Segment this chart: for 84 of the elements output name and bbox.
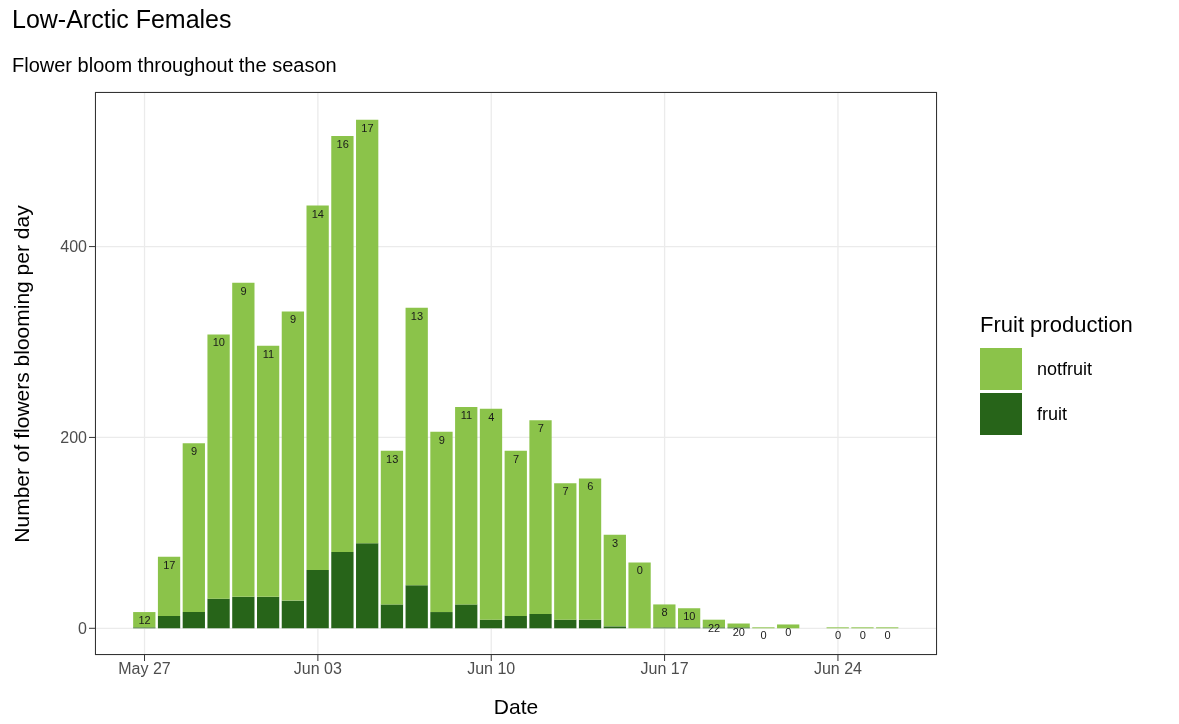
annotation: 7 bbox=[512, 452, 520, 465]
annotation: 10 bbox=[212, 336, 225, 349]
annotation: 9 bbox=[191, 445, 198, 458]
bar bbox=[777, 624, 800, 629]
annotation: 7 bbox=[562, 485, 569, 498]
bar bbox=[281, 311, 305, 601]
annotation: 0 bbox=[834, 629, 841, 642]
bar bbox=[578, 478, 602, 620]
annotation: 13 bbox=[410, 309, 424, 322]
bar bbox=[529, 613, 552, 629]
x-tick-label: Jun 17 bbox=[640, 660, 689, 678]
annotation: 0 bbox=[859, 629, 866, 642]
bar bbox=[306, 570, 329, 629]
bar bbox=[182, 612, 205, 629]
bar bbox=[628, 562, 651, 629]
bar bbox=[603, 534, 626, 627]
bar bbox=[479, 408, 503, 620]
bar bbox=[380, 450, 404, 605]
bar bbox=[331, 135, 354, 552]
bar bbox=[232, 596, 255, 629]
y-tick-label: 200 bbox=[60, 429, 88, 447]
bar bbox=[653, 604, 676, 628]
bar bbox=[380, 604, 404, 629]
x-tick-label: Jun 24 bbox=[813, 660, 863, 678]
bar bbox=[504, 615, 527, 629]
bar bbox=[157, 615, 181, 629]
bar bbox=[356, 119, 379, 544]
bar bbox=[554, 483, 577, 620]
y-tick-label: 400 bbox=[60, 238, 88, 256]
annotation: 11 bbox=[460, 408, 473, 421]
x-axis-title: Date bbox=[492, 695, 540, 719]
annotation: 0 bbox=[884, 629, 891, 642]
chart-subtitle: Flower bloom throughout the season bbox=[12, 54, 337, 77]
annotation: 9 bbox=[240, 284, 247, 297]
bar bbox=[331, 551, 354, 629]
bar bbox=[182, 443, 205, 613]
bar bbox=[455, 604, 478, 629]
annotation: 0 bbox=[760, 629, 767, 642]
bar bbox=[405, 585, 428, 629]
legend-label: notfruit bbox=[1037, 358, 1093, 380]
annotation: 10 bbox=[683, 610, 696, 623]
bar bbox=[430, 431, 453, 613]
legend-title: Fruit production bbox=[980, 312, 1133, 338]
annotation: 17 bbox=[163, 558, 176, 571]
bar bbox=[157, 556, 181, 616]
bar bbox=[405, 307, 428, 586]
x-tick-label: Jun 10 bbox=[467, 660, 516, 678]
bar bbox=[256, 345, 280, 597]
x-tick-label: May 27 bbox=[118, 660, 171, 678]
annotation: 9 bbox=[438, 433, 445, 446]
annotation: 6 bbox=[587, 480, 594, 493]
bar bbox=[455, 406, 478, 605]
bar bbox=[306, 205, 329, 571]
annotation: 4 bbox=[488, 410, 495, 423]
annotation: 13 bbox=[386, 452, 399, 465]
legend-label: fruit bbox=[1037, 403, 1068, 425]
annotation: 9 bbox=[290, 313, 297, 326]
bar bbox=[504, 450, 527, 616]
bar bbox=[356, 543, 379, 629]
bar bbox=[479, 619, 503, 629]
bar bbox=[232, 282, 255, 597]
annotation: 11 bbox=[262, 347, 275, 360]
bar bbox=[281, 600, 305, 629]
bar bbox=[554, 619, 577, 629]
annotation: 3 bbox=[612, 536, 619, 549]
annotation: 16 bbox=[336, 137, 349, 150]
x-tick-label: Jun 03 bbox=[293, 660, 342, 678]
bar bbox=[430, 612, 453, 629]
y-axis-title: Number of flowers blooming per day bbox=[10, 204, 34, 543]
chart-title: Low-Arctic Females bbox=[12, 5, 232, 34]
annotation: 12 bbox=[138, 614, 151, 627]
bar bbox=[256, 596, 280, 629]
bar bbox=[578, 619, 602, 629]
bar bbox=[207, 598, 230, 629]
annotation: 8 bbox=[661, 606, 668, 619]
annotation: 0 bbox=[636, 564, 643, 577]
annotation: 17 bbox=[361, 121, 374, 134]
bar bbox=[207, 334, 230, 599]
annotation: 14 bbox=[311, 207, 325, 220]
y-tick-label: 0 bbox=[78, 619, 88, 637]
annotation: 7 bbox=[537, 422, 544, 435]
annotation: 0 bbox=[785, 626, 792, 639]
annotation: 20 bbox=[732, 625, 746, 638]
bar bbox=[529, 420, 552, 614]
